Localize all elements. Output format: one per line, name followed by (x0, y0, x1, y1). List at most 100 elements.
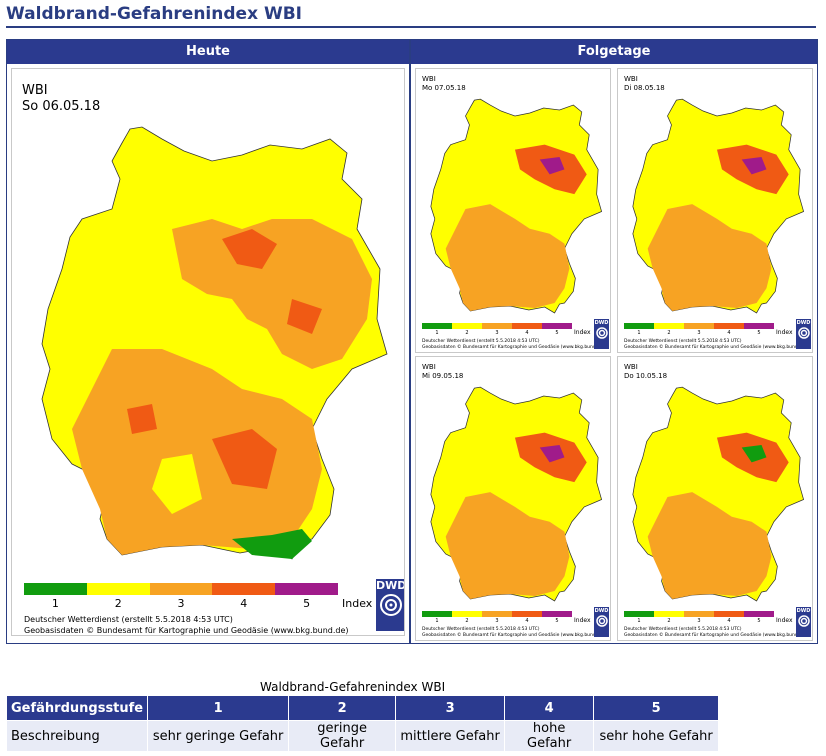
forecast-legend-bar (422, 611, 572, 617)
legend-swatch-4 (512, 323, 542, 329)
legend-swatch-1 (24, 583, 87, 595)
legend-level-5: 5 (757, 330, 761, 336)
legend-swatch-4 (212, 583, 276, 595)
legend-index-label: Index (776, 617, 793, 624)
map-date-label: So 06.05.18 (22, 99, 101, 114)
hazard-area-extreme (741, 157, 767, 175)
legend-swatch-5 (744, 323, 774, 329)
legend-level-2: 2 (667, 330, 671, 336)
map-date-label: Mi 09.05.18 (422, 372, 464, 380)
forecast-map-2[interactable]: WBI Di 08.05.18 1 2 3 4 5 Index Deutscher Wetter… (617, 68, 813, 353)
dwd-logo-text: DWD (594, 608, 609, 614)
legend-index-label: Index (342, 597, 373, 610)
forecast-legend-bar (624, 323, 774, 329)
credit-line-1: Deutscher Wetterdienst (erstellt 5.5.201… (422, 339, 540, 344)
legend-level-3: 3 (495, 618, 499, 624)
legend-level-1: 1 (51, 597, 59, 610)
legend-level-1: 1 (435, 330, 439, 336)
legend-swatch-1 (624, 611, 654, 617)
today-legend-labels: 1 2 3 4 5 (24, 597, 338, 610)
legend-level-3: 3 (177, 597, 185, 610)
legend-level-5: 5 (757, 618, 761, 624)
legend-level-4: 4 (727, 618, 731, 624)
legend-swatch-4 (512, 611, 542, 617)
dwd-swirl-icon (595, 615, 608, 627)
legend-swatch-1 (422, 611, 452, 617)
dwd-logo: DWD (594, 319, 609, 349)
dwd-logo-text: DWD (796, 320, 811, 326)
dwd-logo-text: DWD (796, 608, 811, 614)
legend-level-2: 2 (114, 597, 122, 610)
wbi-levels-table: Gefährdungsstufe 1 2 3 4 5 Beschreibung … (5, 695, 720, 752)
map-date-label: Di 08.05.18 (624, 84, 665, 92)
hazard-area-orange (647, 204, 772, 311)
description-2: geringe Gefahr (288, 720, 397, 752)
dwd-swirl-icon (380, 594, 402, 616)
map-index-label: WBI (624, 75, 638, 83)
row-header-description: Beschreibung (5, 720, 149, 752)
germany-map-image (632, 98, 805, 314)
legend-level-5: 5 (555, 618, 559, 624)
dwd-logo: DWD (796, 319, 811, 349)
legend-swatch-5 (744, 611, 774, 617)
legend-level-5: 5 (555, 330, 559, 336)
legend-swatch-3 (684, 323, 714, 329)
dwd-logo: DWD (376, 579, 404, 631)
today-panel-header: Heute (7, 40, 409, 64)
legend-level-5: 5 (303, 597, 311, 610)
forecast-map-4[interactable]: WBI Do 10.05.18 1 2 3 4 5 Index Deutscher Wetter… (617, 356, 813, 641)
credit-line-1: Deutscher Wetterdienst (erstellt 5.5.201… (24, 615, 233, 624)
map-date-label: Do 10.05.18 (624, 372, 668, 380)
title-divider (6, 26, 816, 28)
forecast-map-1[interactable]: WBI Mo 07.05.18 1 2 3 4 5 Index Deutscher Wetter… (415, 68, 611, 353)
legend-index-label: Index (574, 617, 591, 624)
germany-map-image (632, 386, 805, 602)
germany-map-image (430, 386, 603, 602)
forecast-legend-bar (624, 611, 774, 617)
legend-swatch-1 (422, 323, 452, 329)
legend-level-2: 2 (465, 330, 469, 336)
credit-line-2: Geobasisdaten © Bundesamt für Kartograph… (624, 633, 807, 638)
legend-level-3: 3 (495, 330, 499, 336)
germany-map-image (41, 126, 388, 560)
table-header-row: Gefährdungsstufe 1 2 3 4 5 (5, 695, 720, 721)
table-caption: Waldbrand-Gefahrenindex WBI (260, 680, 446, 694)
dwd-swirl-icon (797, 615, 810, 627)
legend-swatch-4 (714, 611, 744, 617)
legend-swatch-3 (149, 583, 213, 595)
legend-swatch-2 (452, 323, 482, 329)
credit-line-2: Geobasisdaten © Bundesamt für Kartograph… (24, 626, 349, 635)
row-header-level: Gefährdungsstufe (5, 695, 149, 721)
forecast-map-3[interactable]: WBI Mi 09.05.18 1 2 3 4 5 Index Deutscher Wetter… (415, 356, 611, 641)
legend-swatch-3 (684, 611, 714, 617)
legend-swatch-5 (542, 611, 572, 617)
forecast-panel-header: Folgetage (411, 40, 817, 64)
legend-level-1: 1 (637, 330, 641, 336)
legend-level-4: 4 (727, 330, 731, 336)
legend-level-4: 4 (525, 618, 529, 624)
germany-map-image (430, 98, 603, 314)
today-map[interactable]: WBI So 06.05.18 1 2 3 (11, 68, 405, 636)
credit-line-2: Geobasisdaten © Bundesamt für Kartograph… (624, 345, 807, 350)
credit-line-2: Geobasisdaten © Bundesamt für Kartograph… (422, 633, 605, 638)
legend-swatch-5 (542, 323, 572, 329)
legend-index-label: Index (776, 329, 793, 336)
dwd-logo: DWD (796, 607, 811, 637)
map-index-label: WBI (624, 363, 638, 371)
hazard-area-extreme (741, 445, 767, 463)
dwd-swirl-icon (595, 327, 608, 339)
legend-swatch-2 (86, 583, 150, 595)
legend-swatch-2 (654, 611, 684, 617)
credit-line-1: Deutscher Wetterdienst (erstellt 5.5.201… (624, 339, 742, 344)
level-4-header: 4 (504, 695, 595, 721)
credit-line-2: Geobasisdaten © Bundesamt für Kartograph… (422, 345, 605, 350)
level-1-header: 1 (147, 695, 290, 721)
description-3: mittlere Gefahr (395, 720, 506, 752)
dwd-swirl-icon (797, 327, 810, 339)
forecast-legend-labels: 1 2 3 4 5 (624, 618, 774, 624)
description-5: sehr hohe Gefahr (593, 720, 720, 752)
credit-line-1: Deutscher Wetterdienst (erstellt 5.5.201… (422, 627, 540, 632)
legend-swatch-2 (452, 611, 482, 617)
level-5-header: 5 (593, 695, 720, 721)
hazard-area-orange (445, 204, 570, 311)
